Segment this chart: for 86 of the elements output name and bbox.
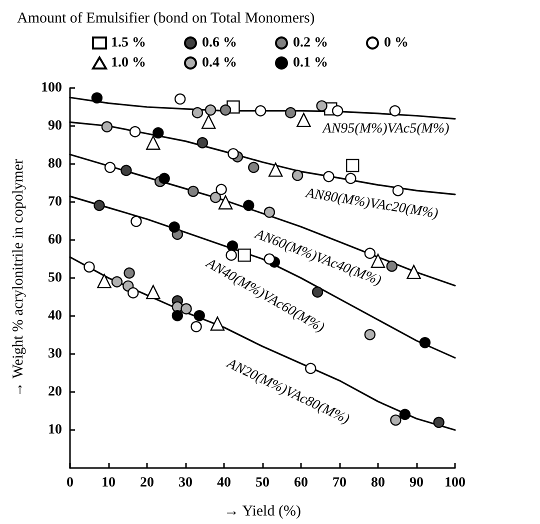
point: [152, 127, 164, 138]
y-tick-label: 100: [41, 80, 62, 96]
point: [91, 92, 103, 104]
point: [292, 170, 304, 181]
point: [285, 107, 296, 118]
point: [220, 104, 232, 116]
point: [364, 329, 376, 340]
point: [316, 100, 328, 112]
y-tick-label: 30: [48, 346, 62, 362]
legend-label: 0.6 %: [202, 36, 237, 50]
point: [146, 136, 160, 150]
point: [120, 164, 132, 176]
point: [228, 148, 239, 160]
point: [399, 408, 411, 420]
point: [406, 264, 421, 280]
annotation: AN95(M%)VAc5(M%): [322, 122, 450, 136]
x-tick-label: 0: [66, 476, 74, 490]
point: [124, 267, 135, 279]
y-tick-label: 40: [48, 308, 62, 324]
point: [296, 112, 311, 128]
point: [97, 274, 112, 288]
point: [332, 105, 344, 116]
x-tick-label: 20: [140, 476, 154, 490]
x-tick-label: 70: [332, 476, 346, 490]
point: [180, 303, 192, 314]
point: [84, 261, 95, 273]
x-tick-label: 10: [102, 476, 116, 490]
point: [389, 105, 401, 116]
point: [243, 200, 254, 212]
legend-label: 0.2 %: [293, 36, 328, 50]
point: [390, 414, 402, 426]
point: [226, 240, 238, 252]
legend-label: 0.1 %: [293, 56, 328, 70]
point: [248, 162, 260, 174]
point: [104, 162, 116, 174]
y-tick-label: 60: [48, 232, 62, 248]
point: [419, 337, 431, 348]
point: [128, 287, 139, 298]
point: [264, 206, 276, 218]
legend-label: 1.0 %: [111, 56, 146, 70]
y-axis-title: → Weight % acrylonitrile in copolymer: [10, 158, 26, 398]
point: [386, 260, 398, 272]
x-axis-title: → Yield (%): [224, 504, 301, 520]
point: [172, 310, 184, 322]
point: [194, 310, 205, 322]
x-tick-label: 30: [178, 476, 192, 490]
point: [129, 126, 141, 138]
y-tick-label: 10: [48, 422, 62, 438]
legend-label: 0 %: [384, 36, 408, 50]
point: [190, 321, 202, 332]
point: [216, 184, 227, 196]
x-tick-label: 100: [444, 476, 466, 490]
x-tick-label: 40: [217, 476, 231, 490]
point: [174, 93, 186, 105]
legend-label: 1.5 %: [111, 36, 146, 50]
x-tick-label: 80: [371, 476, 385, 490]
x-tick-label: 90: [410, 476, 424, 490]
y-tick-label: 20: [48, 384, 62, 400]
y-tick-label: 70: [48, 194, 62, 210]
legend-label: 0.4 %: [202, 56, 237, 70]
point: [268, 162, 283, 177]
point: [218, 195, 233, 210]
point: [188, 186, 199, 197]
y-tick-label: 90: [48, 118, 62, 134]
y-tick-label: 50: [48, 270, 62, 286]
point: [226, 250, 237, 261]
point: [204, 104, 216, 116]
point: [433, 416, 444, 428]
legend-title: Amount of Emulsifier (bond on Total Monomers): [17, 10, 315, 26]
x-tick-label: 60: [294, 476, 308, 490]
point: [168, 221, 180, 233]
point: [254, 105, 266, 116]
point: [111, 276, 123, 288]
point: [196, 137, 208, 148]
point: [94, 200, 105, 212]
point: [210, 192, 222, 204]
point: [323, 170, 334, 182]
point: [101, 121, 113, 132]
point: [158, 172, 170, 184]
x-tick-label: 50: [256, 476, 270, 490]
point: [192, 107, 204, 118]
point: [146, 284, 160, 300]
point: [346, 158, 360, 172]
point: [345, 172, 356, 184]
point: [202, 114, 216, 129]
y-tick-label: 80: [48, 156, 62, 172]
